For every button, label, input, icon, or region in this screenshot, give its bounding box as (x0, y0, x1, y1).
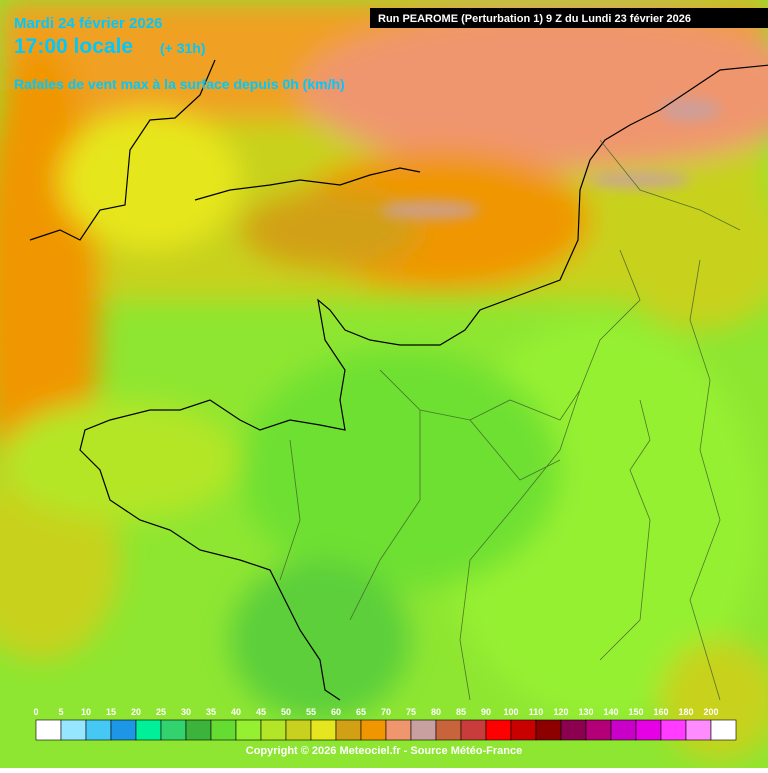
legend-swatch (210, 719, 237, 741)
legend-swatch (60, 719, 87, 741)
legend-label: 110 (529, 707, 544, 717)
legend-label: 35 (206, 707, 216, 717)
legend-swatch (660, 719, 687, 741)
legend-label: 160 (653, 707, 668, 717)
legend-label: 10 (81, 707, 91, 717)
legend-label: 150 (628, 707, 643, 717)
legend-swatch (260, 719, 287, 741)
legend-swatch (535, 719, 562, 741)
legend-label: 130 (578, 707, 593, 717)
legend-label: 80 (431, 707, 441, 717)
legend-swatch (485, 719, 512, 741)
legend-label: 50 (281, 707, 291, 717)
legend-label: 200 (703, 707, 718, 717)
legend-label: 5 (58, 707, 63, 717)
borders (279, 139, 741, 701)
legend-label: 60 (331, 707, 341, 717)
legend-swatch (310, 719, 337, 741)
legend-swatch (110, 719, 137, 741)
legend-label: 180 (678, 707, 693, 717)
forecast-time: 17:00 locale (14, 35, 133, 58)
legend-swatch (610, 719, 637, 741)
legend-label: 100 (503, 707, 518, 717)
legend-swatch (560, 719, 587, 741)
legend-swatch (435, 719, 462, 741)
legend-swatch (235, 719, 262, 741)
legend-swatch (385, 719, 412, 741)
legend-swatch (585, 719, 612, 741)
legend-label: 70 (381, 707, 391, 717)
legend-label: 120 (553, 707, 568, 717)
legend-label: 75 (406, 707, 416, 717)
parameter: Rafales de vent max à la surface depuis … (14, 76, 345, 92)
legend-swatch (460, 719, 487, 741)
legend-swatch (160, 719, 187, 741)
legend-label: 20 (131, 707, 141, 717)
legend-label: 0 (33, 707, 38, 717)
forecast-date: Mardi 24 février 2026 (14, 15, 162, 32)
legend-swatch (710, 719, 737, 741)
run-banner (370, 8, 768, 28)
legend-label: 30 (181, 707, 191, 717)
legend-swatch (635, 719, 662, 741)
legend: 0 5 10 15 20 25 30 35 40 45 50 55 60 65 70 75 80 85 90 100 1… (33, 707, 737, 741)
legend-swatch (510, 719, 537, 741)
legend-label: 140 (603, 707, 618, 717)
run-info: Run PEAROME (Perturbation 1) 9 Z du Lund… (378, 13, 691, 25)
lead-time: (+ 31h) (160, 40, 206, 56)
legend-swatch (685, 719, 712, 741)
legend-swatch (35, 719, 62, 741)
legend-label: 45 (256, 707, 266, 717)
legend-label: 90 (481, 707, 491, 717)
coastlines (29, 59, 768, 701)
legend-label: 40 (231, 707, 241, 717)
legend-swatch (335, 719, 362, 741)
legend-label: 65 (356, 707, 366, 717)
legend-swatch (410, 719, 437, 741)
legend-swatch (135, 719, 162, 741)
legend-swatch (185, 719, 212, 741)
legend-label: 85 (456, 707, 466, 717)
legend-swatch (360, 719, 387, 741)
copyright: Copyright © 2026 Meteociel.fr - Source M… (246, 745, 522, 757)
legend-swatch (85, 719, 112, 741)
legend-label: 25 (156, 707, 166, 717)
legend-label: 55 (306, 707, 316, 717)
legend-label: 15 (106, 707, 116, 717)
legend-swatch (285, 719, 312, 741)
